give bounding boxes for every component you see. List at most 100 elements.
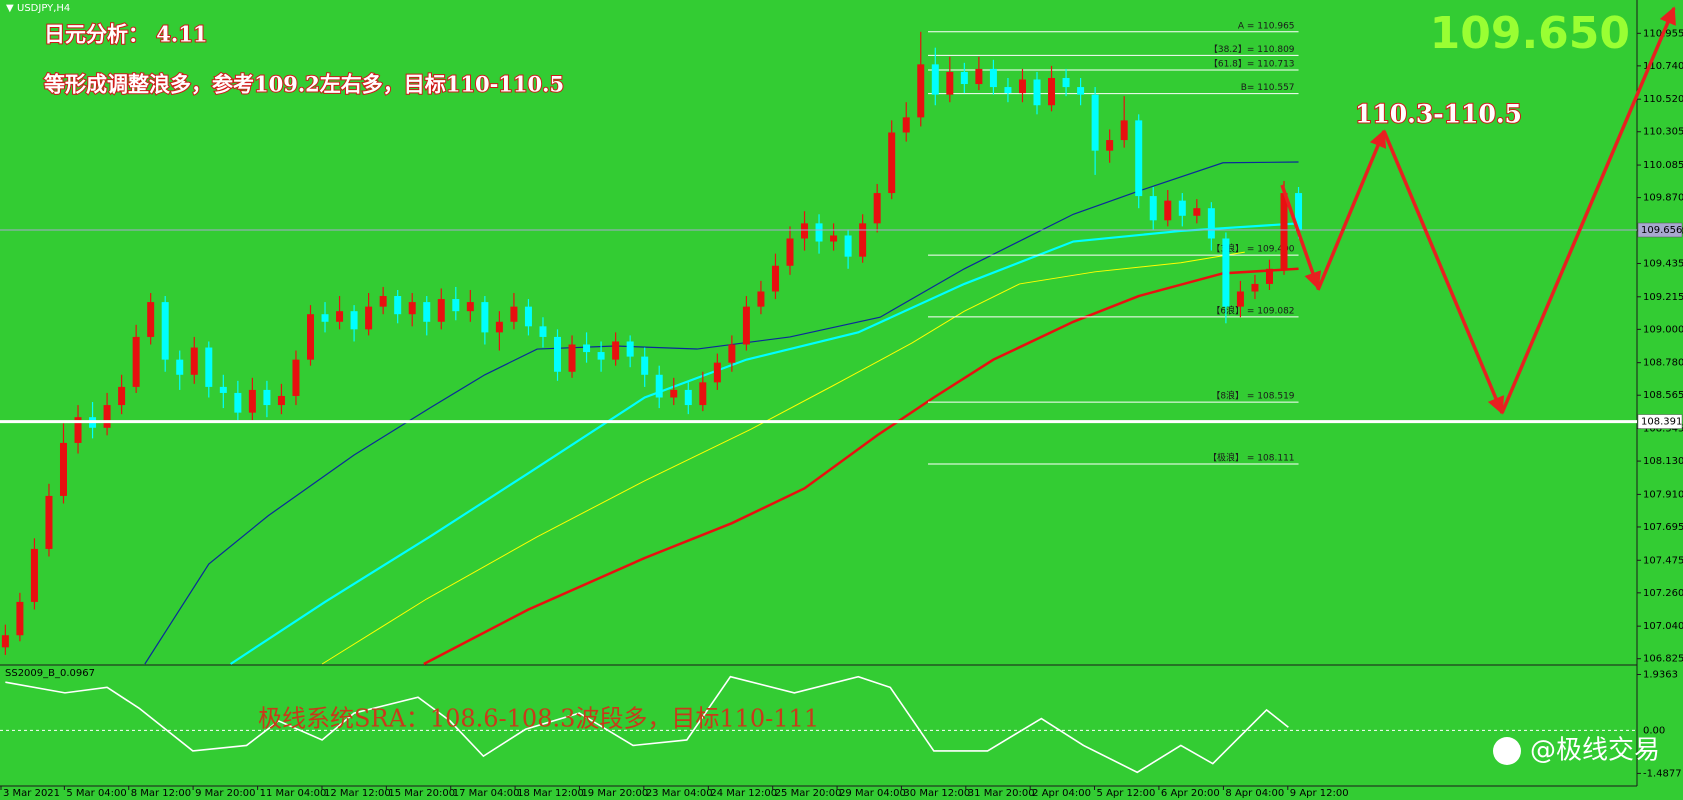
candle-body [757,291,765,307]
candle-body [859,223,867,257]
fib-label: A = 110.965 [1238,21,1295,31]
candle-body [1004,87,1012,94]
candle-body [176,359,184,375]
x-tick-label: 31 Mar 20:00 [968,788,1035,799]
fib-label: 【38.2】= 110.809 [1209,44,1295,55]
candle-body [16,601,24,636]
moving-average [423,267,1299,666]
candle-body [466,302,474,312]
candle-body [1018,79,1026,94]
candle-body [917,64,925,118]
x-tick-label: 2 Apr 04:00 [1032,788,1091,799]
arrow [1316,129,1387,291]
candle-body [219,386,227,393]
candle-body [568,344,576,372]
indicator-title: SS2009_B_0.0967 [5,668,95,679]
y-tick-label: 110.740 [1643,61,1683,72]
candle-body [583,344,591,353]
x-tick-label: 19 Mar 20:00 [581,788,648,799]
candle-body [1120,120,1128,141]
candle-body [1265,268,1273,284]
candle-body [524,306,532,327]
current-price-big: 109.650 [1430,8,1630,59]
candle-body [263,389,271,406]
candle-body [161,302,169,360]
y-tick-label: 109.870 [1643,193,1683,204]
y-tick-label: 108.345 [1643,424,1683,435]
symbol: USDJPY,H4 [17,3,70,14]
candle-body [1280,193,1288,269]
x-tick-label: 15 Mar 20:00 [388,788,455,799]
price-label: 108.391 [1641,417,1682,428]
candle-body [786,238,794,266]
candle-body [931,64,939,95]
y-tick-label: 107.475 [1643,555,1683,566]
x-tick-label: 9 Apr 12:00 [1290,788,1349,799]
x-tick-label: 12 Mar 12:00 [324,788,391,799]
logo [1493,737,1521,765]
x-tick-label: 9 Mar 20:00 [195,788,255,799]
forecast-arrows [1280,6,1676,415]
x-tick-label: 24 Mar 12:00 [710,788,777,799]
x-tick-label: 17 Mar 04:00 [453,788,520,799]
y-tick-label: 107.695 [1643,522,1683,533]
candle-body [379,296,387,307]
candle-body [1106,140,1114,151]
y-tick-label: 107.910 [1643,489,1683,500]
y-tick-label: 107.260 [1643,588,1683,599]
candle-body [1251,283,1259,292]
candle-body [655,374,663,398]
x-tick-label: 11 Mar 04:00 [260,788,327,799]
watermark: @极线交易 [1530,736,1660,766]
candle-body [234,392,242,413]
x-tick-label: 8 Mar 12:00 [131,788,191,799]
x-tick-label: 5 Mar 04:00 [66,788,126,799]
x-tick-label: 8 Apr 04:00 [1225,788,1284,799]
x-tick-label: 3 Mar 2021 [3,788,60,799]
candle-body [132,336,140,387]
candle-body [539,326,547,337]
candle-body [45,495,53,549]
candle-body [873,193,881,224]
x-tick-label: 23 Mar 04:00 [646,788,713,799]
analysis-title: 日元分析： 4.11 [44,22,207,47]
x-tick-label: 5 Apr 12:00 [1097,788,1156,799]
candle-body [205,347,213,387]
target-label: 110.3-110.5 [1355,100,1522,129]
fib-label: 【61.8】= 110.713 [1209,58,1295,69]
candle-body [626,341,634,357]
x-tick-label: 6 Apr 20:00 [1161,788,1220,799]
arrow [1280,184,1322,290]
candle-body [437,299,445,322]
x-tick-label: 29 Mar 04:00 [839,788,906,799]
candle-body [815,223,823,242]
candle-body [612,341,620,360]
candle-body [365,306,373,330]
candle-body [888,132,896,194]
fib-label: 【6浪】 = 109.082 [1211,304,1294,316]
y-tick-label: 109.000 [1643,324,1683,335]
price-label: 109.656 [1641,225,1682,236]
candle-body [641,356,649,375]
candle-body [1178,200,1186,216]
candle-body [1091,94,1099,151]
candle-body [1135,120,1143,197]
candle-body [946,71,954,95]
x-tick-label: 18 Mar 12:00 [517,788,584,799]
candle-body [844,235,852,257]
y-tick-label: 108.565 [1643,390,1683,401]
candle-body [408,302,416,315]
fib-label: B= 110.557 [1241,83,1295,93]
y-tick-label: 1.9363 [1643,669,1678,680]
candle-body [292,359,300,396]
candle-body [1077,87,1085,95]
price-label-box [1637,414,1683,429]
arrow [1382,130,1504,415]
candle-body [713,362,721,383]
candle-body [277,395,285,406]
analysis-note: 等形成调整浪多，参考109.2左右多，目标110-110.5 [44,72,564,97]
candle-body [1,635,9,648]
x-tick-label: 30 Mar 12:00 [903,788,970,799]
candle-body [989,68,997,88]
candle-body [975,68,983,85]
